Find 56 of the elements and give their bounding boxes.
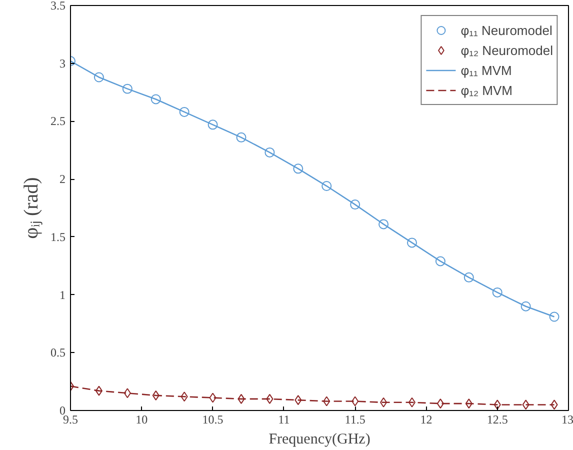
point — [236, 132, 246, 142]
point — [238, 394, 245, 404]
legend-label: φ₁₂ MVM — [460, 82, 513, 98]
y-tick-label: 2.5 — [50, 114, 66, 128]
x-tick-label: 12 — [420, 412, 432, 426]
y-tick-label: 3 — [60, 56, 66, 70]
point — [293, 164, 304, 174]
x-tick-label: 13 — [562, 412, 573, 426]
point — [520, 301, 531, 312]
point — [465, 398, 472, 409]
point — [436, 398, 444, 409]
x-tick-label: 10 — [136, 412, 148, 426]
point — [352, 396, 359, 406]
point — [350, 200, 360, 210]
x-axis-title: Frequency(GHz) — [268, 432, 370, 448]
point — [266, 394, 274, 404]
point — [549, 312, 560, 322]
y-tick-label: 3.5 — [50, 0, 66, 12]
point — [294, 395, 302, 406]
x-tick-label: 11.5 — [344, 412, 366, 426]
x-tick-label: 10.5 — [202, 412, 224, 426]
point — [380, 397, 388, 408]
point — [435, 256, 446, 266]
legend-label: φ₁₂ Neuromodel — [460, 42, 553, 58]
legend-label: φ₁₁ Neuromodel — [460, 22, 552, 38]
point — [124, 388, 131, 398]
point — [492, 287, 502, 298]
point — [180, 392, 188, 402]
point — [408, 397, 416, 408]
point — [323, 396, 330, 406]
point — [150, 94, 161, 104]
x-tick-label: 11 — [278, 412, 290, 426]
point — [208, 120, 218, 130]
point — [179, 106, 190, 117]
point — [122, 84, 132, 94]
point — [95, 386, 102, 396]
point — [209, 392, 216, 403]
point — [378, 219, 389, 230]
point — [494, 400, 501, 410]
y-tick-label: 0.5 — [50, 346, 66, 360]
x-tick-label: 9.5 — [63, 412, 78, 426]
legend-label: φ₁₁ MVM — [460, 62, 512, 78]
point — [406, 238, 417, 248]
point — [322, 181, 332, 192]
point — [464, 272, 474, 282]
point — [264, 147, 275, 158]
y-tick-label: 0 — [60, 404, 66, 418]
point — [550, 400, 558, 410]
y-axis-title: φᵢⱼ (rad) — [20, 177, 42, 239]
point — [152, 390, 160, 400]
x-tick-label: 12.5 — [486, 412, 508, 426]
y-tick-label: 1.5 — [50, 230, 66, 244]
point — [522, 400, 530, 410]
point — [94, 72, 104, 82]
y-tick-label: 1 — [60, 288, 66, 302]
y-tick-label: 2 — [60, 172, 66, 186]
